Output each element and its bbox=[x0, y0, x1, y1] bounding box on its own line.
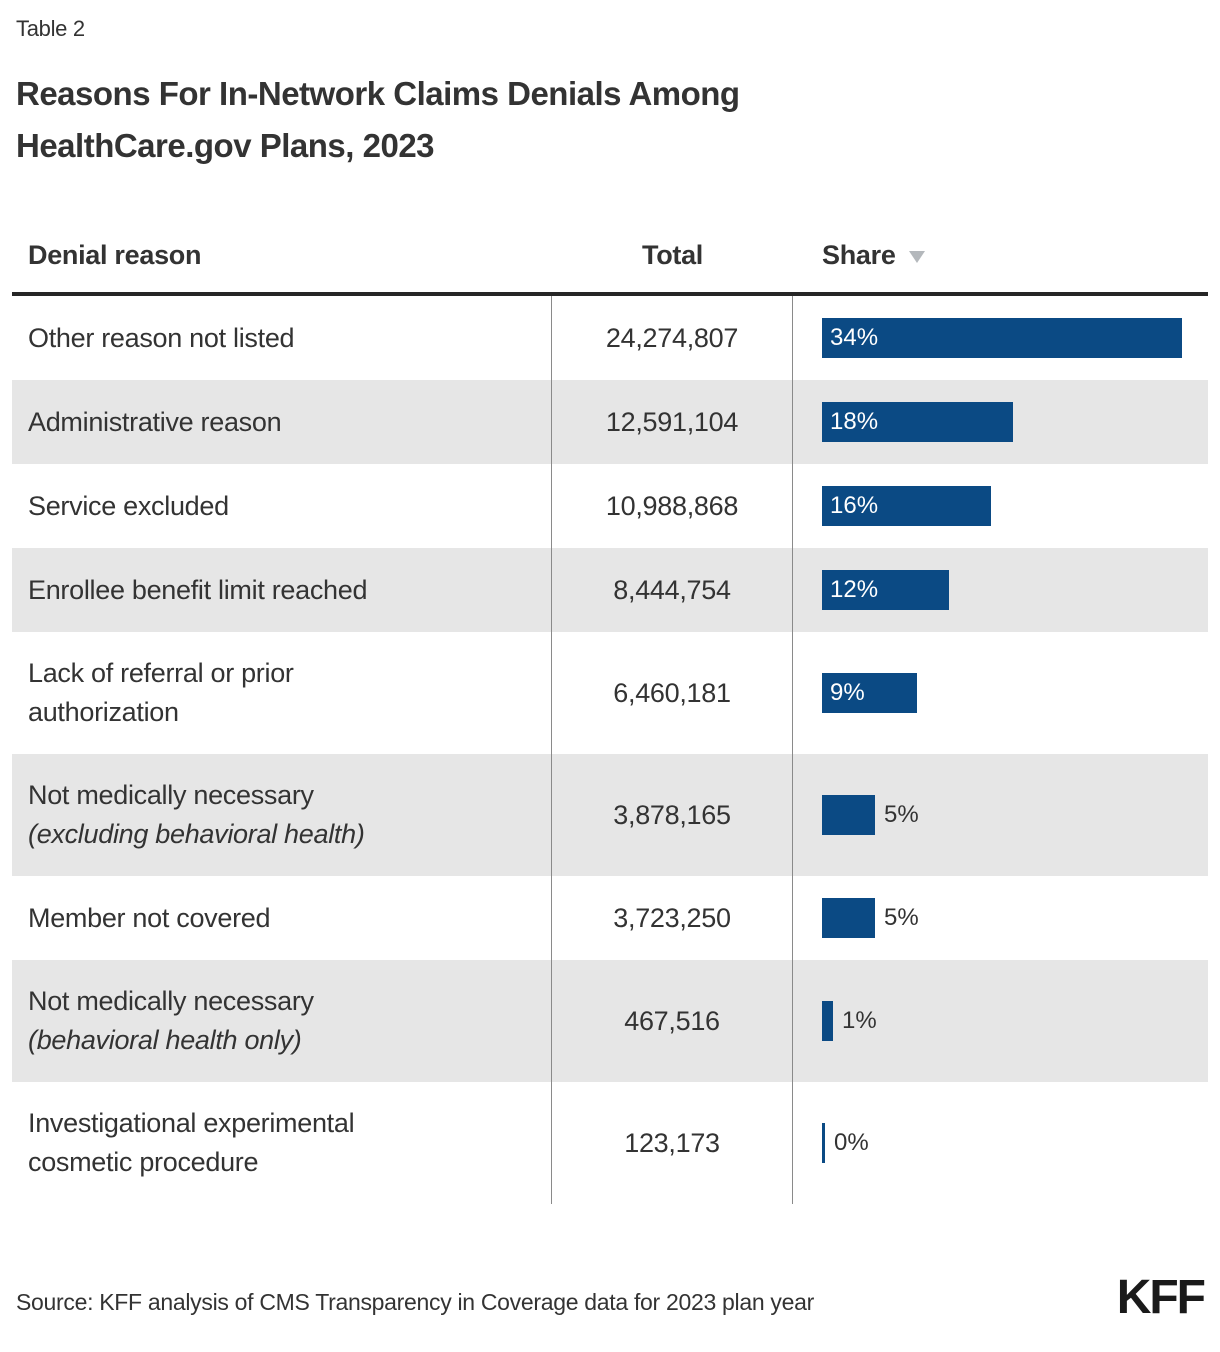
total-value: 8,444,754 bbox=[613, 574, 731, 605]
total-cell: 8,444,754 bbox=[552, 548, 793, 632]
total-cell: 6,460,181 bbox=[552, 632, 793, 754]
sort-desc-triangle-icon bbox=[908, 250, 925, 263]
reason-cell: Lack of referral or prior authorization bbox=[12, 632, 552, 754]
reason-label: Other reason not listed bbox=[28, 322, 295, 353]
share-bar: 18% bbox=[822, 402, 1013, 442]
share-cell: 1% bbox=[793, 960, 1208, 1082]
total-value: 6,460,181 bbox=[613, 677, 731, 708]
reason-cell: Other reason not listed bbox=[12, 296, 552, 380]
total-cell: 123,173 bbox=[552, 1082, 793, 1204]
reason-label: Not medically necessary bbox=[28, 986, 314, 1016]
share-bar: 12% bbox=[822, 570, 949, 610]
footer: Source: KFF analysis of CMS Transparency… bbox=[16, 1271, 1206, 1324]
share-value-label: 0% bbox=[834, 1129, 869, 1156]
share-cell: 18% bbox=[793, 380, 1208, 464]
share-bar bbox=[822, 795, 875, 835]
page-title-line2: HealthCare.gov Plans, 2023 bbox=[16, 127, 435, 164]
share-bar: 9% bbox=[822, 673, 917, 713]
page-title: Reasons For In-Network Claims Denials Am… bbox=[16, 68, 1220, 172]
reason-label: (behavioral health only) bbox=[28, 1025, 302, 1055]
share-value-label: 12% bbox=[830, 576, 879, 603]
share-bar: 16% bbox=[822, 486, 991, 526]
reason-label: cosmetic procedure bbox=[28, 1147, 259, 1177]
share-value-label: 18% bbox=[830, 408, 879, 435]
share-cell: 34% bbox=[793, 296, 1208, 380]
reason-cell: Service excluded bbox=[12, 464, 552, 548]
reason-label: Service excluded bbox=[28, 490, 229, 521]
reason-label: Administrative reason bbox=[28, 406, 282, 437]
share-value-label: 1% bbox=[842, 1007, 877, 1034]
total-value: 123,173 bbox=[624, 1127, 720, 1158]
total-cell: 3,878,165 bbox=[552, 754, 793, 876]
table-row: Enrollee benefit limit reached 8,444,754 1… bbox=[12, 548, 1208, 632]
column-header-total[interactable]: Total bbox=[642, 239, 703, 270]
share-value-label: 34% bbox=[830, 324, 879, 351]
share-value-label: 5% bbox=[884, 801, 919, 828]
table-row: Member not covered 3,723,250 5% bbox=[12, 876, 1208, 960]
share-value-label: 5% bbox=[884, 904, 919, 931]
total-value: 3,723,250 bbox=[613, 902, 731, 933]
reason-cell: Administrative reason bbox=[12, 380, 552, 464]
share-bar: 34% bbox=[822, 318, 1182, 358]
total-value: 12,591,104 bbox=[605, 406, 739, 437]
share-bar bbox=[822, 1001, 833, 1041]
table-eyebrow: Table 2 bbox=[16, 16, 85, 41]
total-cell: 12,591,104 bbox=[552, 380, 793, 464]
reason-label: Member not covered bbox=[28, 902, 271, 933]
reason-label: authorization bbox=[28, 697, 179, 727]
reason-cell: Member not covered bbox=[12, 876, 552, 960]
reason-label: Not medically necessary bbox=[28, 780, 314, 810]
share-bar bbox=[822, 1123, 825, 1163]
share-cell: 5% bbox=[793, 754, 1208, 876]
table-row: Service excluded 10,988,868 16% bbox=[12, 464, 1208, 548]
column-header-share[interactable]: Share bbox=[793, 240, 1208, 271]
total-value: 24,274,807 bbox=[605, 322, 739, 353]
share-cell: 9% bbox=[793, 632, 1208, 754]
reason-label: Lack of referral or prior bbox=[28, 658, 294, 688]
table-row: Administrative reason 12,591,104 18% bbox=[12, 380, 1208, 464]
page-title-line1: Reasons For In-Network Claims Denials Am… bbox=[16, 75, 740, 112]
reason-cell: Not medically necessary (behavioral healt… bbox=[12, 960, 552, 1082]
share-cell: 12% bbox=[793, 548, 1208, 632]
column-header-denial-reason[interactable]: Denial reason bbox=[28, 239, 202, 270]
column-header-share-label: Share bbox=[822, 239, 896, 270]
table-row: Not medically necessary (behavioral healt… bbox=[12, 960, 1208, 1082]
reason-label: (excluding behavioral health) bbox=[28, 819, 365, 849]
share-cell: 0% bbox=[793, 1082, 1208, 1204]
reason-cell: Enrollee benefit limit reached bbox=[12, 548, 552, 632]
table-header-row: Denial reason Total Share bbox=[12, 218, 1208, 296]
total-cell: 24,274,807 bbox=[552, 296, 793, 380]
denials-table: Denial reason Total Share Other reason n… bbox=[12, 218, 1208, 1204]
table-body: Other reason not listed 24,274,807 34% Admi… bbox=[12, 296, 1208, 1204]
table-row: Investigational experimental cosmetic pro… bbox=[12, 1082, 1208, 1204]
share-cell: 16% bbox=[793, 464, 1208, 548]
share-cell: 5% bbox=[793, 876, 1208, 960]
source-note: Source: KFF analysis of CMS Transparency… bbox=[16, 1289, 814, 1315]
table-row: Not medically necessary (excluding behavi… bbox=[12, 754, 1208, 876]
total-cell: 467,516 bbox=[552, 960, 793, 1082]
total-value: 467,516 bbox=[624, 1005, 720, 1036]
table-row: Other reason not listed 24,274,807 34% bbox=[12, 296, 1208, 380]
share-bar bbox=[822, 898, 875, 938]
reason-label: Investigational experimental bbox=[28, 1108, 355, 1138]
table-row: Lack of referral or prior authorization 6,… bbox=[12, 632, 1208, 754]
share-value-label: 16% bbox=[830, 492, 879, 519]
kff-logo: KFF bbox=[1116, 1271, 1206, 1324]
total-value: 3,878,165 bbox=[613, 799, 731, 830]
total-cell: 3,723,250 bbox=[552, 876, 793, 960]
share-value-label: 9% bbox=[830, 679, 865, 706]
total-value: 10,988,868 bbox=[605, 490, 739, 521]
reason-label: Enrollee benefit limit reached bbox=[28, 574, 368, 605]
reason-cell: Investigational experimental cosmetic pro… bbox=[12, 1082, 552, 1204]
total-cell: 10,988,868 bbox=[552, 464, 793, 548]
reason-cell: Not medically necessary (excluding behavi… bbox=[12, 754, 552, 876]
